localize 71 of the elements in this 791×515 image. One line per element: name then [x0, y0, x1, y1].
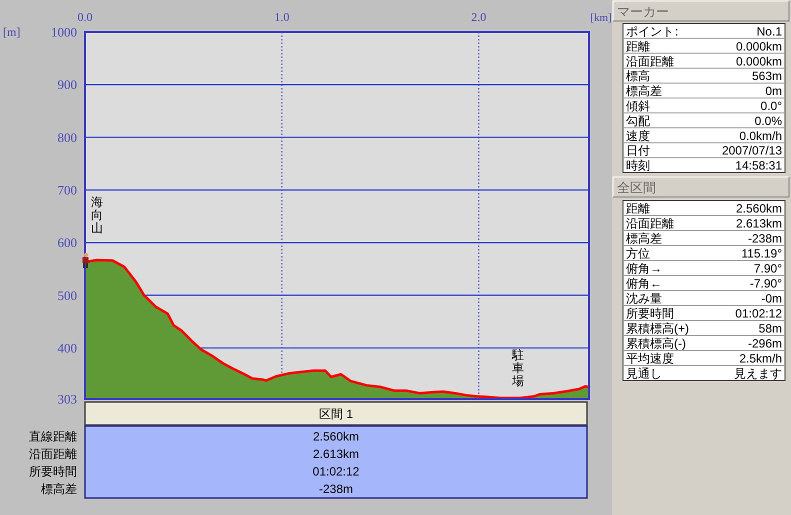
text: 0.0km/h	[739, 128, 782, 143]
y-tick-label: 900	[58, 77, 77, 92]
x-tick-label: 1.0	[274, 10, 290, 24]
y-tick-label: 800	[58, 130, 77, 145]
text: 0m	[765, 84, 782, 98]
y-tick-label: 303	[58, 392, 77, 406]
category-label: 俯角←	[626, 276, 662, 290]
text: 7.90°	[754, 262, 782, 276]
category-label: 標高	[626, 69, 650, 84]
text: 58m	[758, 322, 782, 336]
category-label: 標高差	[41, 482, 77, 496]
category-label: 所要時間	[626, 306, 674, 320]
text: 563m	[752, 69, 782, 84]
category-label: 距離	[626, 39, 650, 54]
text: 2.560km	[736, 202, 782, 216]
text: -296m	[748, 336, 782, 350]
category-label: 沿面距離	[626, 54, 674, 68]
y-tick-label: 400	[58, 340, 77, 356]
category-label: 沿面距離	[626, 216, 674, 230]
annotation: 海向山	[91, 195, 103, 235]
x-axis-title: [km]	[590, 12, 612, 24]
text: 0.000km	[736, 54, 782, 68]
category-label: 累積標高(+)	[626, 322, 690, 336]
category-label: 距離	[626, 202, 650, 216]
text: -238m	[748, 232, 782, 246]
text: 115.19°	[741, 246, 782, 260]
text: 2.613km	[736, 216, 782, 230]
category-label: 方位	[626, 246, 650, 260]
text: 14:58:31	[735, 158, 782, 173]
text: 見えます	[734, 366, 782, 380]
category-label: 俯角→	[626, 262, 662, 276]
text: 2007/07/13	[722, 144, 782, 158]
category-label: 所要時間	[29, 464, 77, 478]
text: 0.0%	[754, 114, 782, 128]
y-tick-label: 1000	[51, 24, 77, 40]
x-tick-label: 0.0	[78, 10, 92, 24]
text: 01:02:12	[312, 464, 360, 478]
category-label: 標高差	[626, 232, 662, 246]
x-tick-label: 2.0	[471, 10, 486, 24]
category-label: 標高差	[626, 84, 662, 98]
text: -7.90°	[750, 276, 782, 290]
y-tick-label: 700	[58, 182, 77, 198]
category-label: 沿面距離	[29, 447, 77, 461]
text: :	[675, 24, 678, 38]
category-label: 速度	[626, 128, 650, 143]
y-axis-title: [m]	[3, 25, 20, 39]
category-label: 直線距離	[29, 430, 77, 444]
category-label: 見通し	[626, 366, 662, 380]
category-label: 時刻	[626, 158, 650, 173]
category-label: 累積標高(-)	[626, 336, 686, 350]
text: 全区間	[617, 180, 656, 195]
y-tick-label: 600	[58, 235, 77, 250]
text: マーカー	[617, 4, 669, 19]
text: 2.560km	[312, 430, 360, 444]
annotation: 駐車場	[511, 348, 524, 388]
y-tick-label: 500	[58, 288, 77, 303]
text: 0.0°	[760, 98, 782, 113]
text: 区間 1	[318, 407, 354, 421]
category-label: 日付	[626, 144, 650, 158]
text: 01:02:12	[735, 306, 782, 320]
category-label: 傾斜	[626, 98, 650, 113]
text: 2.613km	[312, 447, 360, 461]
text: 0.000km	[736, 39, 782, 54]
category-label: 平均速度	[626, 352, 674, 366]
text: No.1	[756, 24, 782, 38]
text: 2.5km/h	[739, 352, 782, 366]
category-label: ポイント	[626, 24, 674, 38]
category-label: 沈み量	[626, 292, 662, 306]
text: -238m	[318, 482, 354, 496]
text: -0m	[761, 292, 782, 306]
category-label: 勾配	[626, 114, 650, 128]
